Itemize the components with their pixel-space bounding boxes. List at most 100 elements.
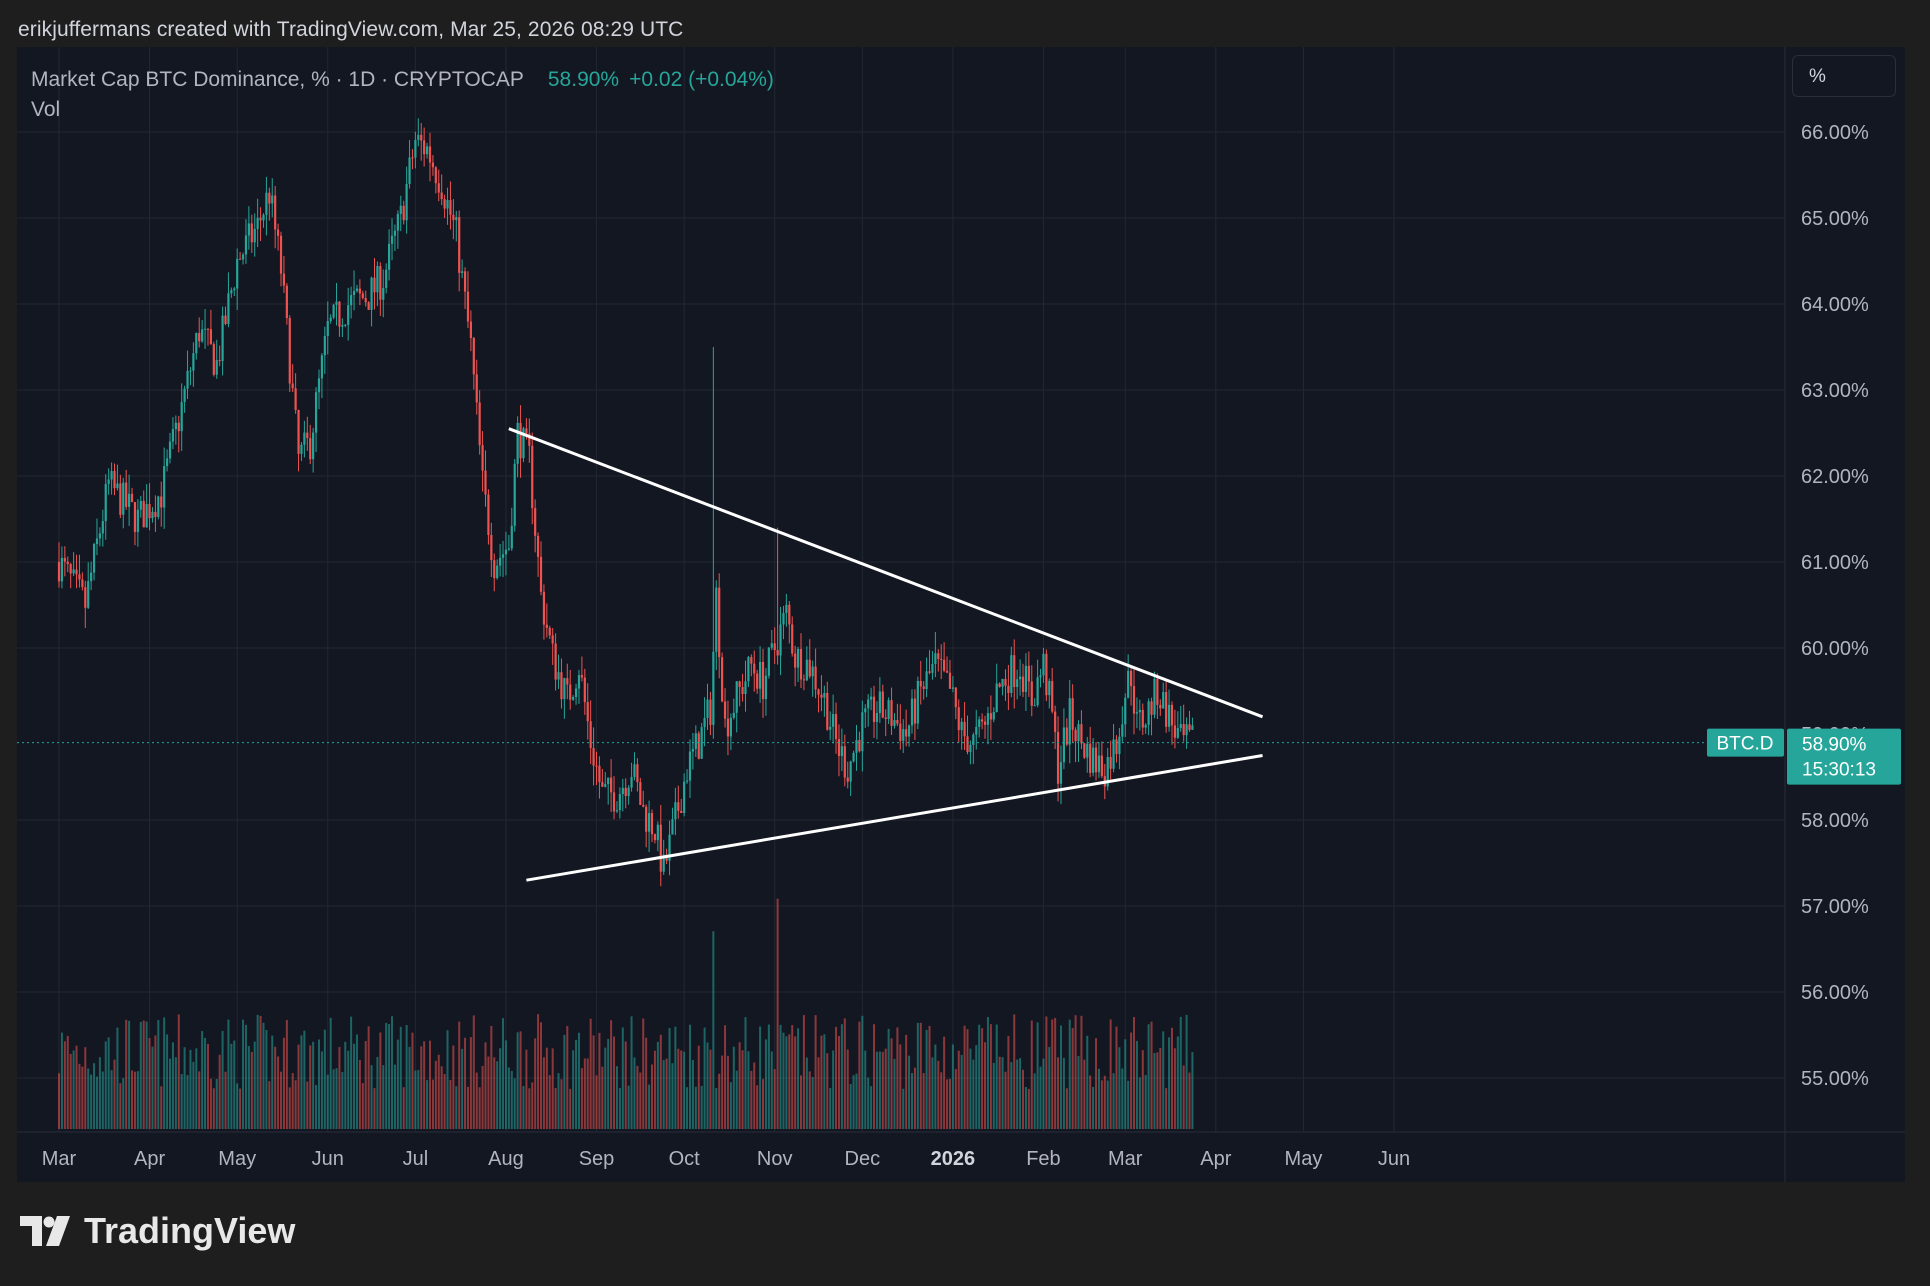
tradingview-brand[interactable]: TradingView (20, 1210, 295, 1252)
candle-body (241, 254, 245, 260)
candle-body (826, 692, 829, 730)
volume-bar (493, 1057, 496, 1129)
candle-body (288, 318, 291, 384)
candle-body (890, 700, 893, 726)
volume-bar (957, 1050, 960, 1129)
volume-bar (875, 1051, 878, 1129)
volume-bar (504, 1040, 507, 1129)
volume-bar (916, 1022, 919, 1129)
candle-body (773, 643, 776, 651)
volume-bar (837, 1035, 840, 1129)
volume-bar (66, 1035, 69, 1129)
candle-body (832, 714, 835, 727)
volume-bar (353, 1043, 356, 1129)
volume-bar (101, 1071, 104, 1129)
volume-bar (519, 1031, 522, 1129)
candle-body (1165, 691, 1168, 727)
candle-body (279, 235, 283, 274)
volume-bar (586, 1058, 589, 1129)
candle-body (125, 482, 128, 507)
candle-body (840, 746, 843, 756)
candle-body (1080, 724, 1083, 744)
volume-bar (989, 1024, 992, 1129)
volume-bar (729, 1082, 732, 1129)
volume-bar (171, 1042, 174, 1129)
volume-bar (1141, 1050, 1144, 1129)
volume-bar (408, 1046, 411, 1129)
candle-body (499, 557, 502, 566)
candle-body (387, 243, 391, 270)
candle-body (601, 782, 604, 787)
volume-bar (455, 1086, 458, 1129)
candle-body (589, 721, 592, 749)
candle-body (1144, 724, 1147, 728)
candle-body (671, 819, 674, 835)
chart-panel[interactable]: 66.00% 65.00% 64.00% 63.00% 62.00% 61.00% 60.0… (17, 47, 1905, 1182)
volume-bar (732, 1046, 735, 1129)
candle-body (875, 713, 879, 723)
volume-bar (209, 1078, 212, 1129)
volume-bar (63, 1041, 66, 1129)
chart-svg[interactable]: 66.00% 65.00% 64.00% 63.00% 62.00% 61.00% 60.0… (17, 47, 1905, 1182)
volume-bar (589, 1018, 592, 1129)
volume-bar (1176, 1036, 1179, 1129)
x-tick-label: Oct (669, 1148, 701, 1170)
volume-bar (832, 1050, 835, 1129)
candle-body (338, 301, 341, 327)
candle-body (659, 824, 662, 872)
candle-body (256, 217, 259, 229)
unit-toggle-button[interactable]: % (1792, 55, 1896, 97)
candle-body (989, 713, 992, 720)
volume-bar (805, 1057, 808, 1129)
price-tag-value: 58.90% (1802, 735, 1867, 756)
candle-body (566, 678, 569, 685)
volume-bar (233, 1040, 236, 1129)
candle-body (656, 824, 659, 841)
volume-bar (151, 1046, 154, 1129)
volume-bar (288, 1087, 291, 1129)
volume-bar (662, 1060, 665, 1129)
volume-bar (434, 1060, 437, 1129)
volume-bar (303, 1030, 306, 1129)
volume-bar (978, 1024, 981, 1129)
candle-body (688, 751, 692, 781)
volume-bar (817, 1057, 820, 1129)
candle-body (501, 554, 505, 558)
candle-body (776, 650, 779, 656)
volume-bar (78, 1063, 81, 1129)
volume-bar (487, 1056, 490, 1129)
volume-bar (315, 1085, 318, 1129)
legend-symbol[interactable]: Market Cap BTC Dominance, % · 1D · CRYPT… (31, 68, 524, 91)
candle-body (992, 712, 995, 720)
candle-body (437, 183, 440, 193)
y-tick-label: 58.00% (1801, 810, 1869, 832)
candle-body (574, 688, 578, 698)
volume-bar (236, 1083, 239, 1129)
candle-body (1173, 725, 1177, 738)
candle-body (227, 293, 230, 324)
volume-bar (948, 1078, 951, 1129)
y-tick-label: 60.00% (1801, 638, 1869, 660)
candle-body (148, 504, 151, 519)
volume-bar (878, 1051, 881, 1129)
legend-last-value: 58.90% (547, 68, 620, 91)
candle-body (195, 332, 198, 354)
volume-bar (87, 1068, 90, 1129)
candle-body (139, 500, 142, 510)
price-tag-bg (1787, 728, 1901, 785)
candle-body (1188, 724, 1191, 730)
volume-bar (726, 1055, 729, 1129)
candle-body (1010, 655, 1013, 693)
candle-body (580, 675, 583, 678)
volume-bar (399, 1026, 402, 1129)
volume-bar (1156, 1052, 1159, 1129)
volume-bar (677, 1048, 680, 1129)
candle-body (919, 680, 922, 687)
candle-body (592, 748, 595, 766)
volume-bar (680, 1050, 683, 1129)
y-tick-label: 56.00% (1801, 982, 1869, 1004)
candle-body (843, 746, 846, 778)
volume-bar (750, 1070, 753, 1129)
candle-body (145, 504, 148, 528)
legend-vol[interactable]: Vol (31, 98, 61, 121)
